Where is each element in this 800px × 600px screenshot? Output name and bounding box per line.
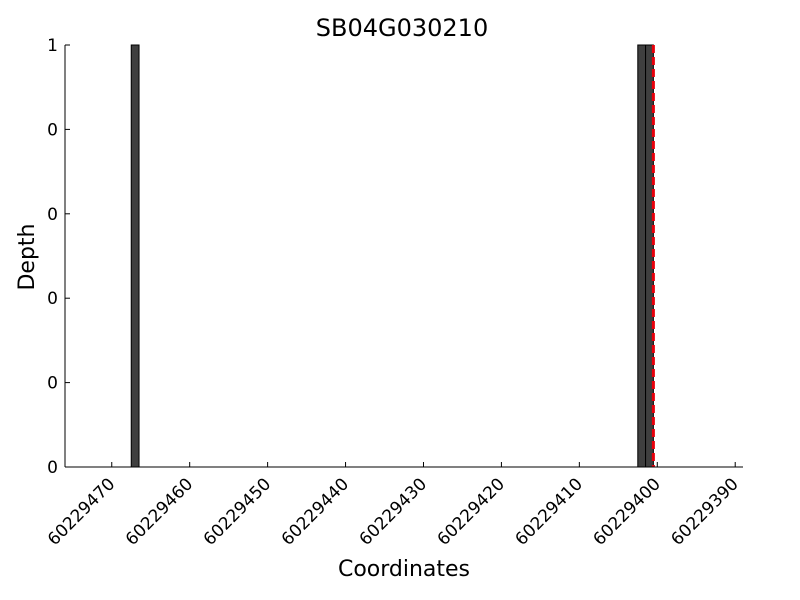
y-tick-label: 0 xyxy=(47,205,58,225)
x-tick-label: 60229430 xyxy=(356,474,431,549)
x-tick-label: 60229470 xyxy=(44,474,119,549)
x-tick-label: 60229440 xyxy=(278,474,353,549)
y-tick-label: 1 xyxy=(47,36,58,56)
bar-2 xyxy=(637,44,647,468)
y-tick-label: 0 xyxy=(47,289,58,309)
x-tick-label: 60229410 xyxy=(512,474,587,549)
bar-1 xyxy=(130,44,140,468)
y-tick-label: 0 xyxy=(47,374,58,394)
x-tick-label: 60229450 xyxy=(200,474,275,549)
bars-group xyxy=(130,44,654,468)
y-ticks-group: 0 0 0 0 0 1 xyxy=(47,36,70,478)
axes-group xyxy=(64,45,743,468)
x-tick-label: 60229420 xyxy=(434,474,509,549)
x-tick-label: 60229400 xyxy=(589,474,664,549)
x-tick-label: 60229460 xyxy=(122,474,197,549)
x-axis-title: Coordinates xyxy=(338,557,470,582)
y-axis-title: Depth xyxy=(15,223,40,290)
y-tick-label: 0 xyxy=(47,120,58,140)
x-tick-label: 60229390 xyxy=(667,474,742,549)
x-ticks-group: 60229470 60229460 60229450 60229440 60229430… xyxy=(44,462,743,550)
chart-title: SB04G030210 xyxy=(316,14,488,42)
y-tick-label: 0 xyxy=(47,458,58,478)
